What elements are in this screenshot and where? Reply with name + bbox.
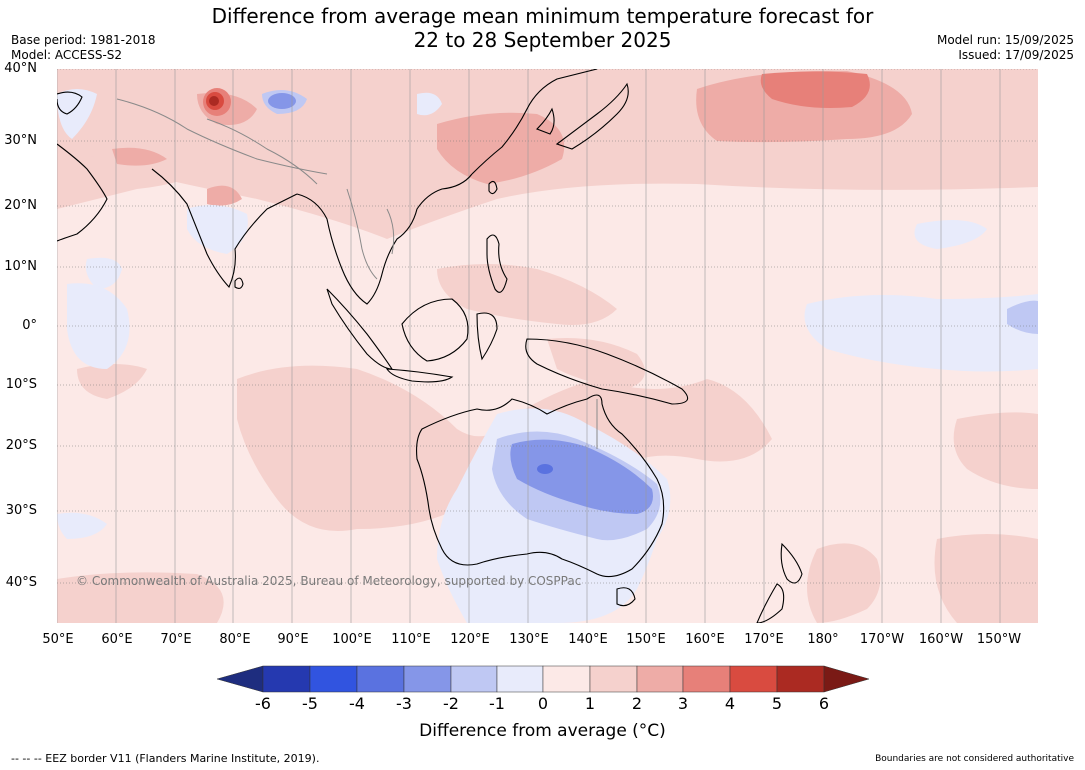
base-period: Base period: 1981-2018	[11, 33, 156, 47]
lat-label-40s: 40°S	[5, 575, 37, 590]
boundaries-disclaimer: Boundaries are not considered authoritat…	[875, 754, 1074, 764]
colorbar-segment	[496, 665, 544, 693]
colorbar-tick: 1	[584, 694, 596, 713]
colorbar-segment	[729, 665, 778, 693]
meta-right: Model run: 15/09/2025 Issued: 17/09/2025	[937, 33, 1074, 63]
anomaly-neg-2-3-areas	[268, 93, 653, 514]
lon-label-110e: 110°E	[391, 632, 431, 647]
lat-label-30s: 30°S	[5, 503, 37, 518]
lon-label-140e: 140°E	[568, 632, 608, 647]
lat-label-10s: 10°S	[5, 377, 37, 392]
lon-label-150w: 150°W	[976, 632, 1022, 647]
lon-label-50e: 50°E	[42, 632, 74, 647]
lon-label-70e: 70°E	[160, 632, 192, 647]
chart-title: Difference from average mean minimum tem…	[0, 4, 1085, 52]
lat-label-0: 0°	[22, 318, 37, 333]
colorbar-segment	[542, 665, 591, 693]
lat-label-10n: 10°N	[4, 259, 37, 274]
colorbar-segment	[356, 665, 405, 693]
meta-left: Base period: 1981-2018 Model: ACCESS-S2	[11, 33, 156, 63]
colorbar-segment	[682, 665, 731, 693]
lon-label-120e: 120°E	[450, 632, 490, 647]
colorbar-segment	[309, 665, 358, 693]
colorbar-tick: 0	[537, 694, 549, 713]
colorbar-segment-max	[823, 665, 869, 693]
lat-label-20s: 20°S	[5, 438, 37, 453]
colorbar-segment	[589, 665, 638, 693]
lon-label-150e: 150°E	[626, 632, 666, 647]
model-run: Model run: 15/09/2025	[936, 33, 1074, 47]
colorbar-segment	[450, 665, 498, 693]
colorbar-tick: -1	[489, 694, 505, 713]
colorbar-segment	[403, 665, 452, 693]
lon-label-80e: 80°E	[219, 632, 251, 647]
colorbar-tick: 4	[724, 694, 736, 713]
meridians	[57, 69, 1001, 623]
lat-label-30n: 30°N	[4, 133, 37, 148]
colorbar-tick: 5	[771, 694, 783, 713]
lat-label-20n: 20°N	[4, 198, 37, 213]
colorbar-tick: 6	[818, 694, 830, 713]
anomaly-neg-3-4-areas	[537, 464, 553, 474]
colorbar-label: Difference from average (°C)	[419, 721, 666, 741]
forecast-map[interactable]	[57, 69, 1038, 623]
colorbar-tick: -2	[443, 694, 459, 713]
lon-label-60e: 60°E	[101, 632, 133, 647]
title-line-1: Difference from average mean minimum tem…	[211, 4, 874, 28]
coastlines	[57, 69, 803, 623]
lon-label-130e: 130°E	[509, 632, 549, 647]
lon-label-100e: 100°E	[332, 632, 372, 647]
colorbar-tick: -5	[302, 694, 318, 713]
anomaly-hotspot	[206, 92, 224, 110]
colorbar-segment	[262, 665, 311, 693]
colorbar-tick: -6	[255, 694, 271, 713]
title-line-2: 22 to 28 September 2025	[413, 28, 672, 52]
lon-label-90e: 90°E	[277, 632, 309, 647]
colorbar-segment	[776, 665, 825, 693]
colorbar-tick: 2	[631, 694, 643, 713]
colorbar-segment	[636, 665, 684, 693]
lon-label-160w: 160°W	[918, 632, 964, 647]
colorbar-tick: -4	[349, 694, 365, 713]
eez-border-note: -- -- -- EEZ border V11 (Flanders Marine…	[11, 752, 320, 765]
lat-label-40n: 40°N	[4, 61, 37, 76]
issued-date: Issued: 17/09/2025	[958, 48, 1074, 62]
colorbar	[217, 665, 869, 693]
lon-label-170w: 170°W	[859, 632, 905, 647]
country-borders	[116, 98, 598, 449]
copyright-notice: © Commonwealth of Australia 2025, Bureau…	[76, 574, 582, 588]
colorbar-segment-min	[217, 665, 264, 693]
lon-label-170e: 170°E	[744, 632, 784, 647]
lon-label-180: 180°	[807, 632, 839, 647]
colorbar-tick: 3	[677, 694, 689, 713]
colorbar-tick: -3	[396, 694, 412, 713]
model-name: Model: ACCESS-S2	[11, 48, 123, 62]
map-svg	[57, 69, 1038, 623]
lon-label-160e: 160°E	[685, 632, 725, 647]
